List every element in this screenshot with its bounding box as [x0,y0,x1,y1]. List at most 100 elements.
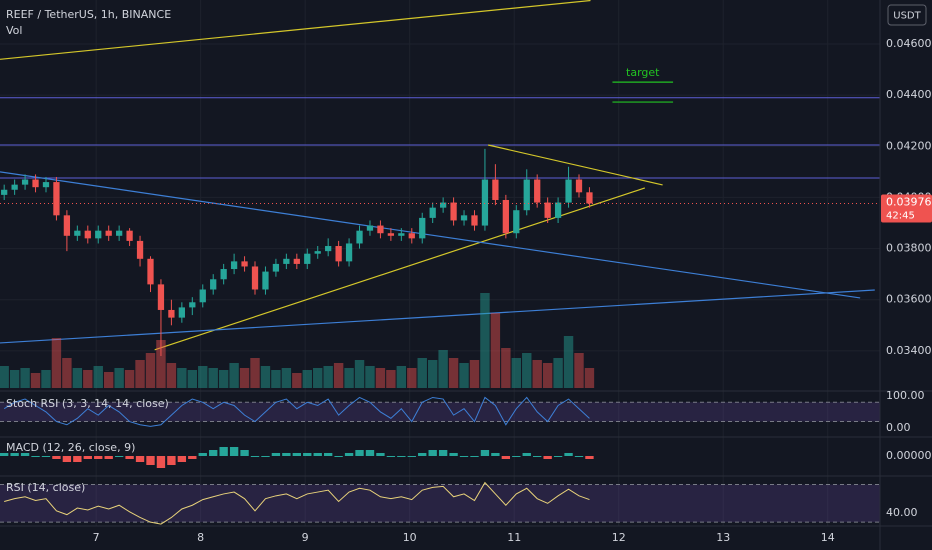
macd-bar [73,456,82,462]
macd-bar [250,456,260,457]
target-label: target [626,66,660,79]
volume-bar [553,358,563,388]
candle-body [126,230,133,241]
y-tick-label: 40.00 [886,506,918,519]
macd-bar [459,456,469,457]
candle-body [586,192,593,204]
candle-body [105,230,112,236]
candle-body [136,240,144,259]
macd-bar [553,456,563,457]
volume-bar [438,350,448,388]
x-tick-label: 11 [507,531,521,544]
candle-body [440,202,447,208]
macd-bar [334,456,343,457]
volume-bar [323,366,333,388]
macd-bar [480,450,490,456]
volume-bar [51,338,62,388]
macd-bar [261,456,270,457]
volume-bar [156,340,166,388]
candle-body [429,207,436,218]
macd-bar [83,456,92,459]
currency-label[interactable]: USDT [893,11,921,22]
volume-bar [427,360,438,388]
volume-bar [302,370,312,388]
candle-body [21,179,29,185]
y-tick-label: 0.000000 [886,449,932,462]
trend-line [0,171,861,299]
volume-bar [584,368,595,388]
volume-bar [166,363,177,388]
x-tick-label: 7 [93,531,100,544]
candle-body [283,258,290,264]
macd-bar [104,456,113,459]
volume-bar [187,370,198,388]
candle-body [408,233,415,239]
macd-bar [20,453,30,456]
macd-bar [428,450,437,456]
macd-bar [313,453,322,456]
last-price-box [881,194,932,223]
macd-bar [522,453,531,456]
volume-bar [532,360,542,388]
candle-body [210,279,217,290]
rsi-line [4,481,590,525]
candle-body [293,258,300,264]
macd-bar [512,456,521,457]
volume-bar [145,353,156,388]
macd-bar [31,456,40,457]
volume-bar [198,366,208,388]
candle-body [523,179,530,211]
volume-bar [260,366,271,388]
y-tick-label: 0.00 [886,421,911,434]
volume-bar [0,366,9,388]
candle-body [304,253,311,264]
macd-bar [323,453,333,456]
macd-bar [0,453,9,456]
volume-bar [417,358,427,388]
currency-box[interactable] [887,4,927,26]
volume-bar [313,368,323,388]
volume-bar [448,358,459,388]
candle-body [147,258,154,285]
y-tick-label: 100.00 [886,389,925,402]
candle-body [460,215,468,221]
volume-bar [93,366,103,388]
candle-body [116,230,123,236]
macd-bar [303,453,312,456]
volume-bar [177,368,187,388]
candle-body [32,179,39,188]
x-tick-label: 10 [403,531,417,544]
macd-bar [209,450,218,456]
candle-body [230,261,238,270]
candle-body [157,284,165,310]
volume-bar [72,368,83,388]
candle-body [220,269,227,280]
macd-bar [543,456,552,459]
volume-bar [511,358,521,388]
candle-body [199,289,206,303]
candle-body [11,184,18,190]
candle-body [471,215,478,226]
macd-bar [167,456,176,465]
candle-body [544,202,551,218]
volume-bar [344,368,354,388]
candle-body [53,182,60,216]
x-tick-label: 14 [821,531,835,544]
candle-body [84,230,91,239]
macd-bar [135,456,145,462]
volume-bar [354,360,365,388]
volume-bar [30,373,41,388]
x-tick-label: 9 [302,531,309,544]
macd-bar [397,456,406,457]
candle-body [1,189,8,195]
x-tick-label: 12 [612,531,626,544]
candle-body [534,179,541,203]
macd-bar [229,447,239,456]
candle-body [325,246,332,252]
volume-bar [9,370,20,388]
volume-bar [386,370,396,388]
